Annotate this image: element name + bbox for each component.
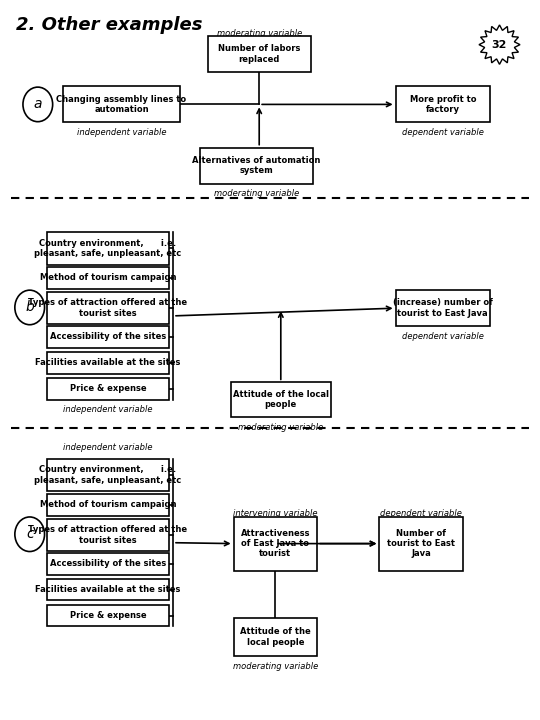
Text: Accessibility of the sites: Accessibility of the sites [50,559,166,568]
FancyBboxPatch shape [48,267,168,289]
FancyBboxPatch shape [395,290,490,326]
FancyBboxPatch shape [200,148,313,184]
FancyBboxPatch shape [48,232,168,264]
FancyBboxPatch shape [48,518,168,552]
Text: Country environment,      i.e.
pleasant, safe, unpleasant, etc: Country environment, i.e. pleasant, safe… [35,239,181,258]
Text: Price & expense: Price & expense [70,384,146,393]
FancyBboxPatch shape [48,352,168,374]
FancyBboxPatch shape [48,605,168,626]
Text: Changing assembly lines to
automation: Changing assembly lines to automation [57,95,186,114]
Polygon shape [479,25,520,64]
FancyBboxPatch shape [208,36,310,72]
Ellipse shape [15,517,44,552]
FancyBboxPatch shape [380,517,463,570]
Text: More profit to
factory: More profit to factory [409,95,476,114]
Text: moderating variable: moderating variable [233,662,318,671]
Text: Attitude of the
local people: Attitude of the local people [240,628,311,647]
Text: Number of labors
replaced: Number of labors replaced [218,45,300,63]
Ellipse shape [15,290,44,325]
FancyBboxPatch shape [48,459,168,491]
Text: Attitude of the local
people: Attitude of the local people [233,390,329,409]
FancyBboxPatch shape [395,86,490,122]
FancyBboxPatch shape [48,553,168,575]
FancyBboxPatch shape [64,86,179,122]
Text: Facilities available at the sites: Facilities available at the sites [35,359,181,367]
Text: Alternatives of automation
system: Alternatives of automation system [192,156,321,175]
Text: Accessibility of the sites: Accessibility of the sites [50,333,166,341]
Text: dependent variable: dependent variable [402,332,484,341]
Text: dependent variable: dependent variable [402,128,484,138]
FancyBboxPatch shape [234,618,318,656]
FancyBboxPatch shape [234,517,318,570]
Text: a: a [33,97,42,112]
Text: 2. Other examples: 2. Other examples [16,16,202,34]
Text: Price & expense: Price & expense [70,611,146,620]
Text: Method of tourism campaign: Method of tourism campaign [40,274,176,282]
FancyBboxPatch shape [48,579,168,600]
Text: intervening variable: intervening variable [233,510,318,518]
Text: Types of attraction offered at the
tourist sites: Types of attraction offered at the touri… [29,299,187,318]
FancyBboxPatch shape [48,378,168,400]
FancyBboxPatch shape [231,382,330,417]
Text: c: c [26,527,33,541]
Text: Facilities available at the sites: Facilities available at the sites [35,585,181,594]
Text: Number of
tourist to East
Java: Number of tourist to East Java [387,528,455,559]
FancyBboxPatch shape [48,494,168,516]
Text: independent variable: independent variable [63,405,153,415]
Text: Method of tourism campaign: Method of tourism campaign [40,500,176,509]
Ellipse shape [23,87,53,122]
Text: Types of attraction offered at the
tourist sites: Types of attraction offered at the touri… [29,526,187,544]
FancyBboxPatch shape [48,292,168,324]
Text: independent variable: independent variable [63,443,153,452]
Text: (increase) number of
tourist to East Java: (increase) number of tourist to East Jav… [393,299,492,318]
Text: moderating variable: moderating variable [238,423,323,432]
Text: Attractiveness
of East Java to
tourist: Attractiveness of East Java to tourist [241,528,310,559]
Text: Country environment,      i.e.
pleasant, safe, unpleasant, etc: Country environment, i.e. pleasant, safe… [35,466,181,485]
Text: moderating variable: moderating variable [217,29,302,37]
Text: moderating variable: moderating variable [214,189,299,198]
Text: dependent variable: dependent variable [380,510,462,518]
Text: independent variable: independent variable [77,128,166,138]
FancyBboxPatch shape [48,326,168,348]
Text: b: b [25,300,34,315]
Text: 32: 32 [492,40,507,50]
